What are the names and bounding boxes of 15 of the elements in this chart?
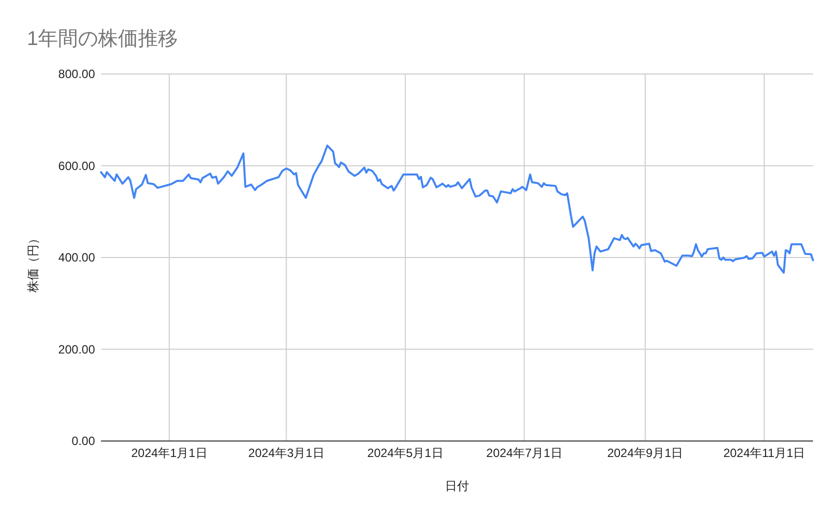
x-tick-label: 2024年1月1日: [131, 446, 208, 460]
y-tick-label: 800.00: [58, 67, 96, 81]
x-tick-label: 2024年5月1日: [367, 446, 444, 460]
y-tick-label: 200.00: [58, 342, 96, 356]
y-tick-label: 0.00: [72, 434, 96, 448]
line-series: [100, 144, 814, 274]
x-tick-label: 2024年9月1日: [607, 446, 684, 460]
x-tick-label: 2024年7月1日: [486, 446, 562, 460]
x-tick-label: 2024年3月1日: [248, 446, 324, 460]
y-axis-title: 株価（円）: [26, 232, 40, 294]
chart-title: 1年間の株価推移: [27, 28, 178, 50]
y-tick-label: 400.00: [58, 250, 96, 264]
x-axis-title: 日付: [445, 479, 469, 493]
y-tick-label: 600.00: [58, 158, 96, 173]
x-tick-label: 2024年11月1日: [723, 446, 806, 460]
